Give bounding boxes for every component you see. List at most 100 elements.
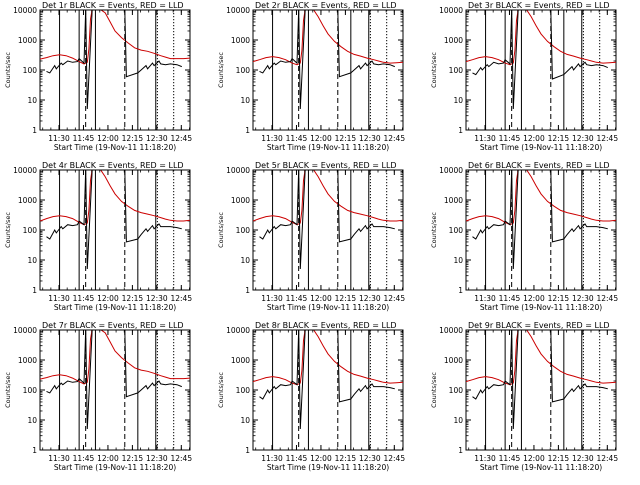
y-tick-label: 10 [27,96,37,105]
y-tick-label: 100 [236,226,251,235]
y-tick-label: 10 [453,96,463,105]
x-tick-label: 12:15 [122,454,144,463]
y-tick-label: 1000 [18,36,37,45]
x-tick-label: 11:30 [261,454,283,463]
y-tick-label: 1000 [444,356,463,365]
x-tick-label: 12:15 [548,454,570,463]
x-tick-label: 12:30 [572,294,594,303]
chart-panel: Det 3r BLACK = Events, RED = LLD Counts/s… [430,1,618,152]
y-tick-label: 10000 [226,326,250,335]
y-tick-label: 10000 [13,326,37,335]
x-tick-label: 12:45 [170,454,192,463]
events-series-line [259,170,395,270]
x-tick-label: 11:45 [286,294,308,303]
chart-title: Det 6r BLACK = Events, RED = LLD [468,161,610,170]
x-tick-label: 12:45 [596,134,618,143]
x-tick-label: 12:30 [359,454,381,463]
y-axis-label: Counts/sec [4,372,12,408]
lld-series-line [466,330,616,386]
lld-series-line [40,330,190,385]
events-series-line [46,170,182,270]
x-tick-label: 12:45 [596,454,618,463]
y-tick-label: 100 [23,66,38,75]
x-axis-label: Start Time (19-Nov-11 11:18:20) [480,463,602,472]
y-axis-label: Counts/sec [217,52,225,88]
plot-frame [39,169,191,291]
y-tick-label: 10 [240,96,250,105]
x-tick-label: 11:45 [286,454,308,463]
y-tick-label: 10000 [226,166,250,175]
x-tick-label: 11:45 [73,294,95,303]
x-tick-label: 12:30 [146,454,168,463]
y-tick-label: 1000 [18,196,37,205]
x-tick-label: 12:15 [122,134,144,143]
y-tick-label: 10000 [13,166,37,175]
y-tick-label: 100 [23,226,38,235]
x-tick-label: 12:30 [572,454,594,463]
x-tick-label: 12:15 [335,294,357,303]
y-tick-label: 10 [27,416,37,425]
y-tick-label: 10000 [439,6,463,15]
y-tick-label: 1 [458,286,463,295]
y-tick-label: 10 [453,416,463,425]
plot-frame [39,9,191,131]
x-axis-label: Start Time (19-Nov-11 11:18:20) [54,303,176,312]
x-axis-label: Start Time (19-Nov-11 11:18:20) [54,463,176,472]
x-tick-label: 12:00 [97,294,119,303]
x-axis-label: Start Time (19-Nov-11 11:18:20) [480,303,602,312]
chart-panel: Det 2r BLACK = Events, RED = LLD Counts/s… [217,1,405,152]
x-tick-label: 12:15 [548,294,570,303]
lld-series-line [40,10,190,65]
y-tick-label: 100 [449,66,464,75]
y-tick-label: 1 [32,126,37,135]
x-tick-label: 11:30 [474,454,496,463]
chart-panel: Det 6r BLACK = Events, RED = LLD Counts/s… [430,161,618,312]
x-tick-label: 12:00 [523,134,545,143]
y-tick-label: 1 [32,446,37,455]
y-tick-label: 10 [240,416,250,425]
y-tick-label: 10000 [439,326,463,335]
y-tick-label: 100 [236,66,251,75]
events-series-line [46,10,182,110]
y-tick-label: 1000 [231,356,250,365]
x-tick-label: 12:15 [122,294,144,303]
chart-panel: Det 5r BLACK = Events, RED = LLD Counts/s… [217,161,405,312]
events-series-line [259,10,395,110]
x-tick-label: 12:45 [170,294,192,303]
x-tick-label: 12:00 [523,454,545,463]
x-tick-label: 12:30 [359,294,381,303]
y-tick-label: 1 [458,446,463,455]
x-tick-label: 11:45 [499,454,521,463]
chart-title: Det 2r BLACK = Events, RED = LLD [255,1,397,10]
x-tick-label: 11:45 [286,134,308,143]
events-series-line [259,330,395,430]
plot-frame [252,9,404,131]
y-tick-label: 1 [245,446,250,455]
x-tick-label: 11:30 [261,294,283,303]
plot-frame [252,169,404,291]
x-tick-label: 11:30 [48,454,70,463]
chart-panel: Det 7r BLACK = Events, RED = LLD Counts/s… [4,321,192,472]
x-tick-label: 12:45 [596,294,618,303]
x-tick-label: 11:30 [474,294,496,303]
y-tick-label: 1000 [231,196,250,205]
chart-panel: Det 4r BLACK = Events, RED = LLD Counts/s… [4,161,192,312]
x-tick-label: 12:00 [97,454,119,463]
chart-panel: Det 8r BLACK = Events, RED = LLD Counts/s… [217,321,405,472]
chart-title: Det 4r BLACK = Events, RED = LLD [42,161,184,170]
x-tick-label: 11:30 [48,134,70,143]
events-series-line [472,10,608,110]
x-tick-label: 12:45 [383,294,405,303]
y-tick-label: 1 [32,286,37,295]
x-axis-label: Start Time (19-Nov-11 11:18:20) [267,463,389,472]
x-tick-label: 12:00 [310,134,332,143]
y-tick-label: 1 [245,286,250,295]
y-tick-label: 100 [449,226,464,235]
x-tick-label: 12:45 [383,454,405,463]
y-tick-label: 1 [458,126,463,135]
x-tick-label: 11:30 [261,134,283,143]
x-axis-label: Start Time (19-Nov-11 11:18:20) [267,303,389,312]
y-axis-label: Counts/sec [430,212,438,248]
